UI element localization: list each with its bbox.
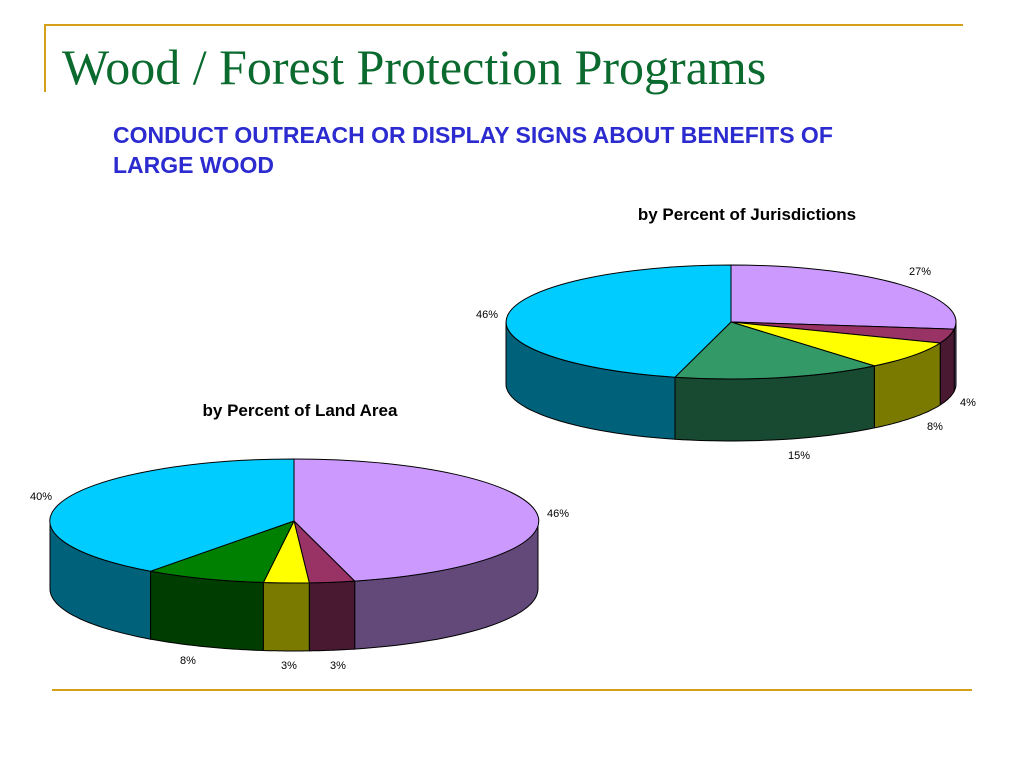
frame-left-rule <box>44 24 46 92</box>
pie-side-1 <box>308 580 356 652</box>
pie-label-3: 8% <box>180 655 196 667</box>
pie-label-0: 46% <box>547 508 569 520</box>
pie-label-2: 8% <box>927 421 943 433</box>
pie-label-1: 4% <box>960 397 976 409</box>
pie-label-4: 46% <box>476 309 498 321</box>
pie-slice-2 <box>730 321 941 367</box>
pie-side-3 <box>150 570 264 651</box>
frame-top-rule <box>44 24 963 26</box>
frame-bottom-rule <box>52 689 972 691</box>
chart-title-jurisdictions: by Percent of Jurisdictions <box>638 205 856 224</box>
chart-title-land-area: by Percent of Land Area <box>203 401 398 420</box>
pie-label-0: 27% <box>909 266 931 278</box>
slide-subtitle: CONDUCT OUTREACH OR DISPLAY SIGNS ABOUT … <box>113 122 833 178</box>
pie-jurisdictions: 27% 4% 8% 15% 46% <box>476 264 976 462</box>
pie-side-2 <box>262 582 310 652</box>
slide-title: Wood / Forest Protection Programs <box>62 39 767 95</box>
pie-label-2: 3% <box>281 660 297 672</box>
pie-slice-0 <box>730 264 957 330</box>
pie-land-area: 46% 3% 3% 8% 40% <box>30 458 569 672</box>
pie-slice-4 <box>49 458 295 572</box>
pie-slice-0 <box>293 458 540 582</box>
pie-slice-3 <box>674 321 875 380</box>
pie-slice-3 <box>150 520 295 583</box>
pie-label-4: 40% <box>30 491 52 503</box>
pie-slice-4 <box>505 264 732 378</box>
pie-label-3: 15% <box>788 450 810 462</box>
pie-label-1: 3% <box>330 660 346 672</box>
